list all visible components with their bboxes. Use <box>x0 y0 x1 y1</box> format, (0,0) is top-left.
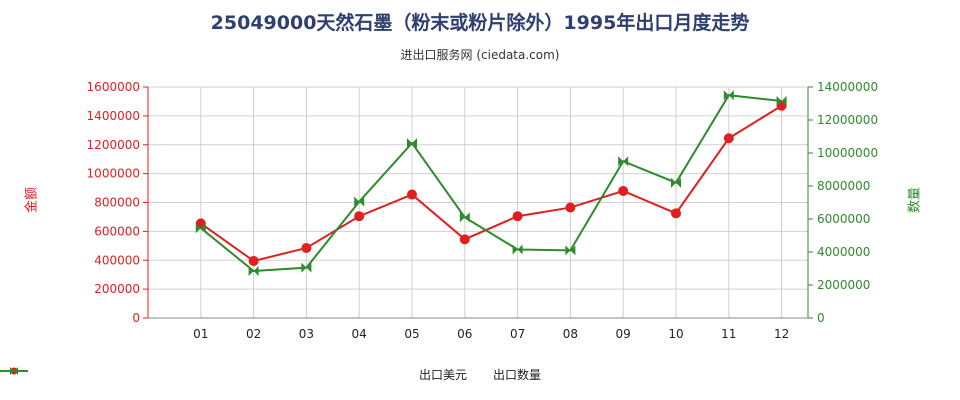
y-left-tick-label: 1000000 <box>87 167 140 181</box>
x-tick-label: 03 <box>299 327 314 341</box>
x-tick-label: 05 <box>404 327 419 341</box>
legend-item-series-0[interactable]: 出口美元 <box>0 366 467 383</box>
legend-item-series-1[interactable]: 出口数量 <box>0 366 542 383</box>
data-point-series-0 <box>618 185 629 196</box>
y-left-tick-label: 800000 <box>94 196 140 210</box>
data-point-series-1 <box>248 265 259 276</box>
data-point-series-1 <box>512 244 523 255</box>
data-point-series-0 <box>723 133 734 144</box>
y-left-tick-label: 600000 <box>94 224 140 238</box>
x-tick-label: 04 <box>352 327 367 341</box>
y-left-tick-label: 0 <box>132 311 140 325</box>
x-tick-label: 07 <box>510 327 525 341</box>
data-point-series-0 <box>407 189 417 200</box>
y-right-tick-label: 6000000 <box>817 212 870 226</box>
y-left-tick-label: 1200000 <box>87 138 140 152</box>
data-point-series-0 <box>512 211 523 222</box>
data-point-series-1 <box>407 138 417 149</box>
data-point-series-1 <box>565 245 576 256</box>
data-point-series-1 <box>301 262 312 273</box>
data-point-series-0 <box>248 255 259 266</box>
legend-label-series-0: 出口美元 <box>418 368 467 382</box>
y-right-tick-label: 4000000 <box>817 245 870 259</box>
x-tick-label: 08 <box>563 327 578 341</box>
data-point-series-1 <box>723 90 734 101</box>
y-right-tick-label: 10000000 <box>817 146 878 160</box>
data-point-series-0 <box>565 202 576 213</box>
y-left-tick-label: 1600000 <box>87 80 140 94</box>
y-left-tick-label: 400000 <box>94 253 140 267</box>
x-tick-label: 01 <box>193 327 208 341</box>
data-point-series-1 <box>354 196 365 207</box>
series-line-0 <box>200 104 783 263</box>
series-line-1 <box>200 94 782 272</box>
legend-label-series-1: 出口数量 <box>493 368 542 382</box>
y-right-tick-label: 0 <box>817 311 825 325</box>
chart-subtitle: 进出口服务网 (ciedata.com) <box>400 48 560 62</box>
y-right-tick-label: 14000000 <box>817 80 878 94</box>
y-right-tick-label: 12000000 <box>817 113 878 127</box>
data-point-series-1 <box>195 223 206 234</box>
x-tick-label: 06 <box>457 327 472 341</box>
data-point-series-1 <box>618 156 629 167</box>
x-tick-label: 10 <box>668 327 683 341</box>
data-point-series-1 <box>459 212 470 223</box>
data-point-series-0 <box>354 211 365 222</box>
y-left-tick-label: 1400000 <box>87 109 140 123</box>
chart-legend: 出口美元 出口数量 <box>0 366 960 383</box>
data-point-series-1 <box>776 96 787 107</box>
chart-title: 25049000天然石墨（粉末或粉片除外）1995年出口月度走势 <box>210 12 750 34</box>
x-tick-label: 09 <box>616 327 631 341</box>
data-point-series-0 <box>301 242 312 253</box>
legend-swatch-series-1 <box>0 367 28 375</box>
data-point-series-1 <box>671 177 681 188</box>
data-point-series-0 <box>459 234 470 245</box>
x-tick-label: 11 <box>721 327 736 341</box>
x-tick-label: 02 <box>246 327 261 341</box>
x-tick-label: 12 <box>774 327 789 341</box>
data-point-series-0 <box>671 208 681 219</box>
y-left-tick-label: 200000 <box>94 282 140 296</box>
y-right-tick-label: 2000000 <box>817 278 870 292</box>
y-right-tick-label: 8000000 <box>817 179 870 193</box>
